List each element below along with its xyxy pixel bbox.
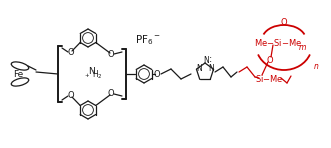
Text: PF$_6$$^-$: PF$_6$$^-$ <box>135 33 161 47</box>
Text: O: O <box>68 48 74 57</box>
Text: $^+$: $^+$ <box>83 73 91 82</box>
Text: O: O <box>154 70 160 78</box>
Text: N: N <box>203 56 209 65</box>
Text: N: N <box>88 66 94 75</box>
Text: O: O <box>108 49 114 58</box>
Text: Fe: Fe <box>13 70 23 78</box>
Text: m: m <box>298 42 306 52</box>
Text: O: O <box>108 90 114 99</box>
Text: H$_2$: H$_2$ <box>92 69 102 81</box>
Text: n: n <box>313 62 318 70</box>
Text: Si$-$Me: Si$-$Me <box>255 73 283 83</box>
Text: Me$-$Si$-$Me: Me$-$Si$-$Me <box>254 37 302 48</box>
Text: N: N <box>209 64 214 73</box>
Text: O: O <box>281 17 287 26</box>
Text: :: : <box>209 54 212 64</box>
Text: N: N <box>197 64 202 73</box>
Text: O: O <box>68 91 74 100</box>
Text: O: O <box>267 56 273 65</box>
